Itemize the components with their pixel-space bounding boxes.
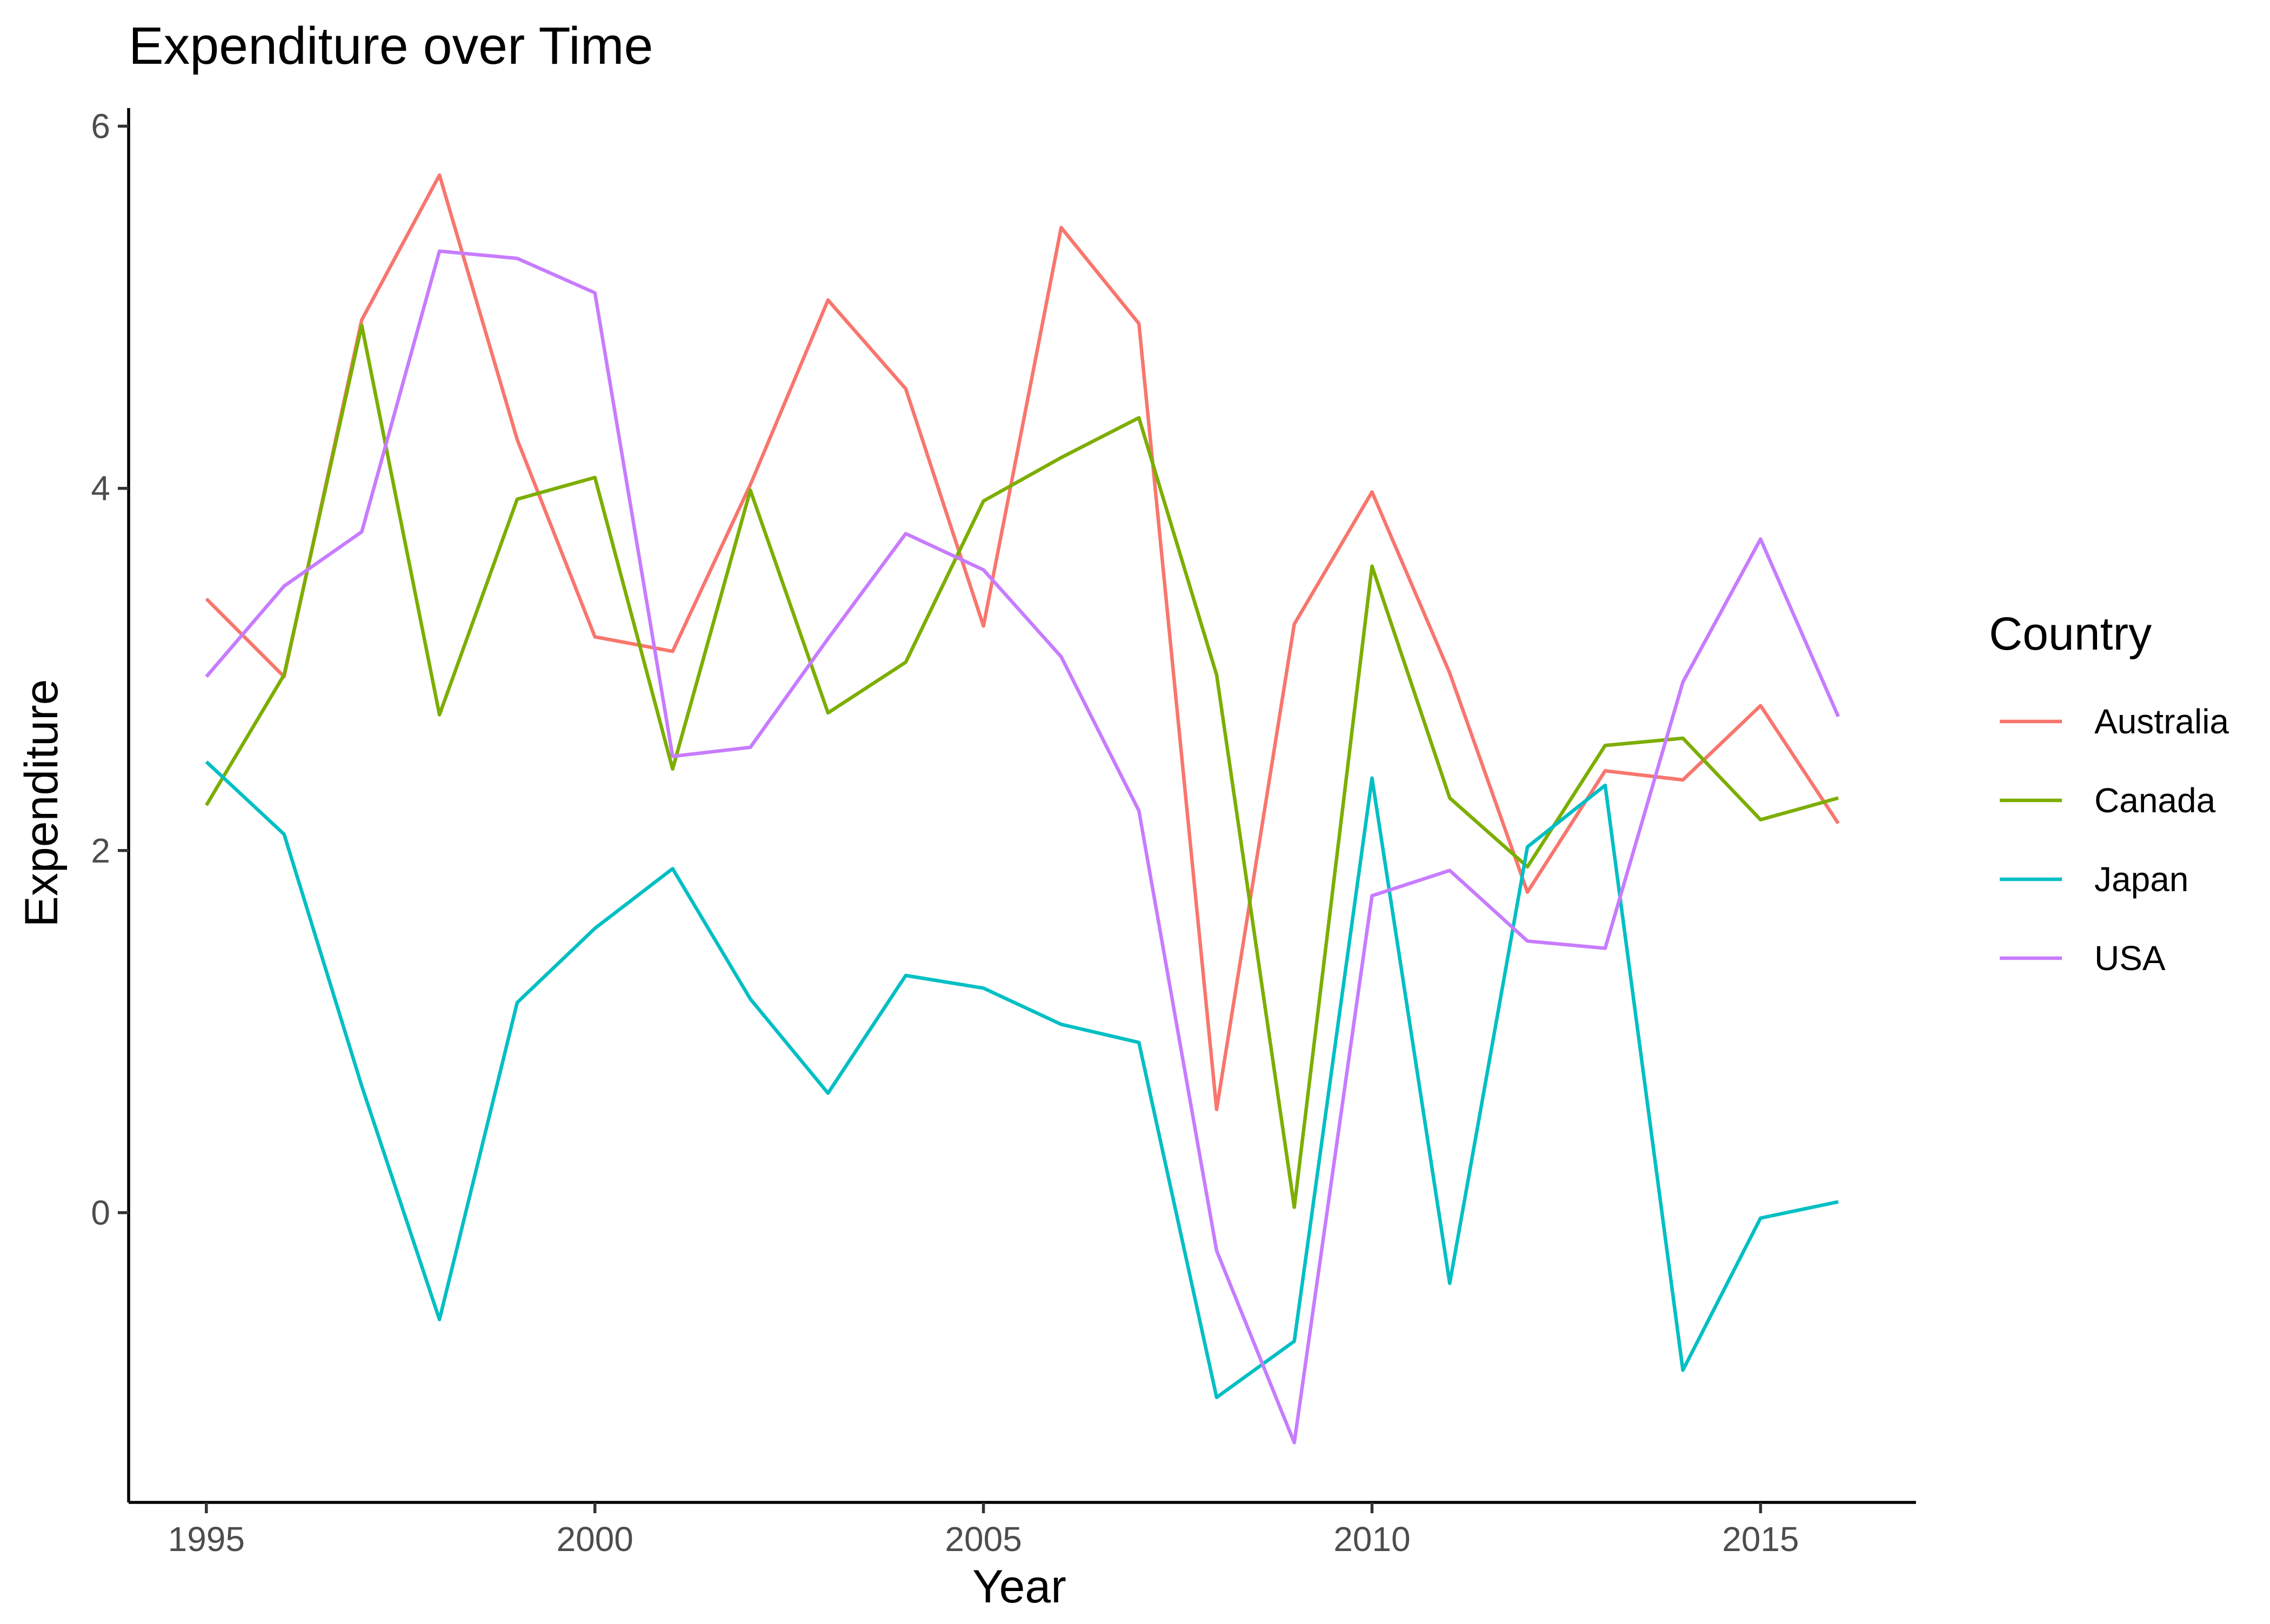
legend-label-canada: Canada bbox=[2094, 781, 2216, 820]
series-line-canada bbox=[205, 323, 1839, 1209]
y-tick-label-4: 4 bbox=[91, 469, 110, 508]
y-tick-label-6: 6 bbox=[91, 107, 110, 146]
x-tick-label-2005: 2005 bbox=[945, 1520, 1021, 1559]
series-line-australia bbox=[205, 173, 1840, 1112]
legend-label-japan: Japan bbox=[2094, 860, 2188, 899]
axes: 1995 2000 2005 2010 2015 0 2 4 6 bbox=[91, 107, 1916, 1559]
series-line-usa bbox=[205, 249, 1840, 1445]
y-tick-label-2: 2 bbox=[91, 831, 110, 870]
y-axis-title: Expenditure bbox=[16, 679, 68, 927]
legend: Country Australia Canada Japan USA bbox=[1989, 608, 2229, 978]
x-tick-label-2015: 2015 bbox=[1722, 1520, 1799, 1559]
x-axis-title: Year bbox=[972, 1561, 1066, 1613]
x-tick-label-2010: 2010 bbox=[1333, 1520, 1410, 1559]
legend-title: Country bbox=[1989, 608, 2152, 660]
y-tick-label-0: 0 bbox=[91, 1193, 110, 1232]
chart-title: Expenditure over Time bbox=[129, 16, 653, 75]
x-tick-label-2000: 2000 bbox=[557, 1520, 633, 1559]
plot-area bbox=[205, 173, 1840, 1445]
legend-label-usa: USA bbox=[2094, 939, 2166, 978]
legend-label-australia: Australia bbox=[2094, 702, 2229, 741]
x-tick-label-1995: 1995 bbox=[168, 1520, 245, 1559]
series-line-japan bbox=[205, 760, 1839, 1399]
